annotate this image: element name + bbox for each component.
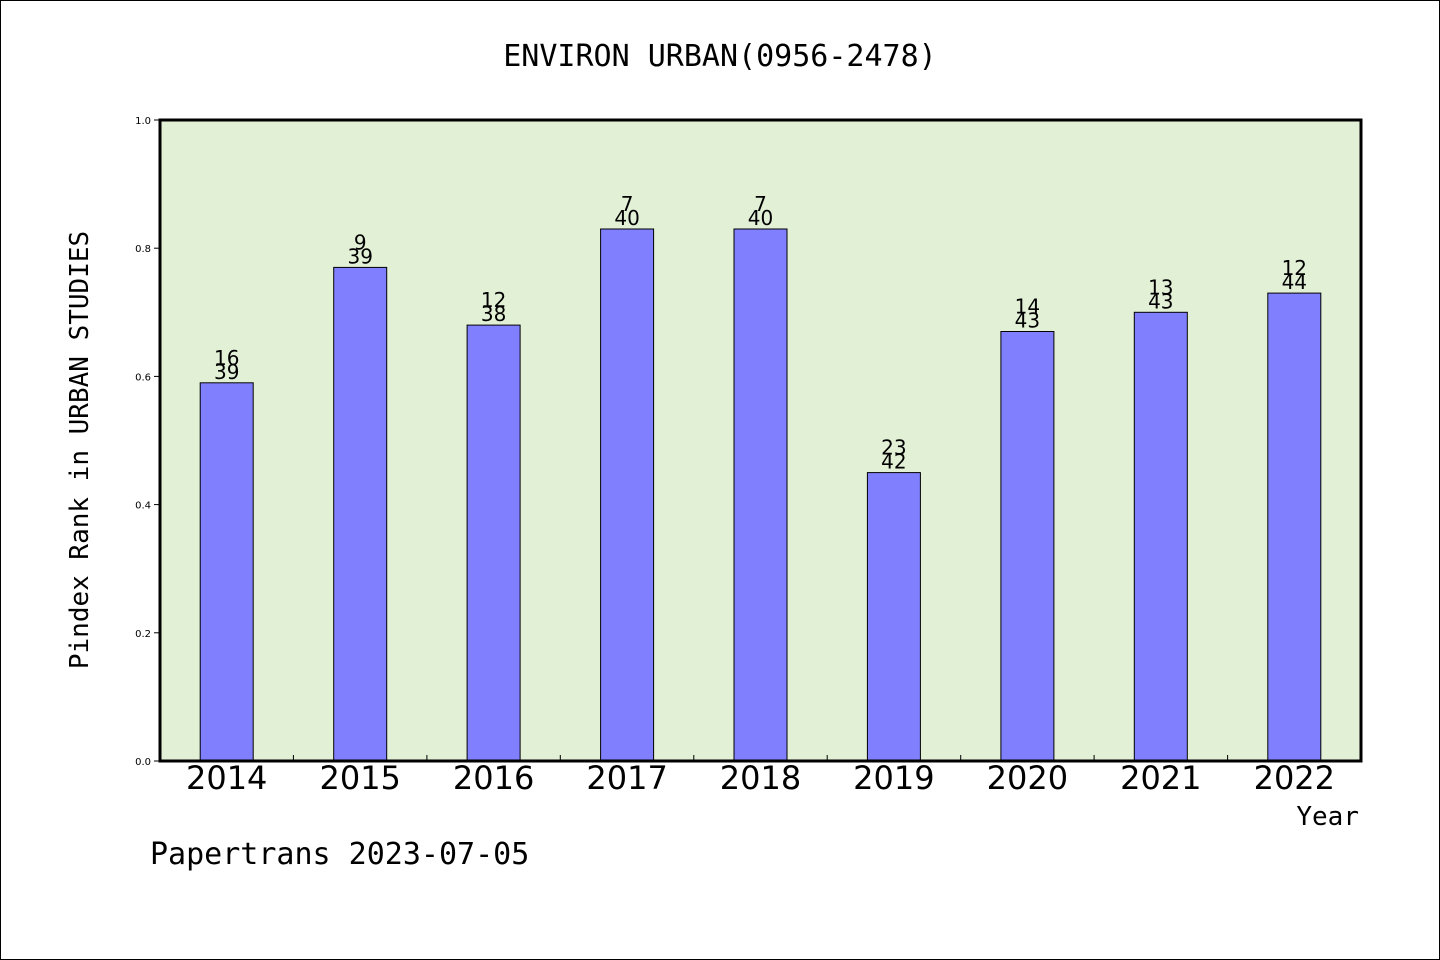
bar-total-label-2018: 40	[748, 206, 773, 230]
bar-total-label-2020: 43	[1015, 309, 1040, 333]
bar-rank-label-2017: 7	[621, 192, 634, 216]
bar-rank-label-2022: 12	[1282, 256, 1307, 280]
y-tick-label: 0.2	[135, 629, 151, 640]
x-tick-label-2014: 2014	[186, 759, 267, 797]
bar-rank-label-2019: 23	[881, 436, 906, 460]
x-tick-label-2022: 2022	[1254, 759, 1335, 797]
bar-total-label-2022: 44	[1282, 270, 1307, 294]
bar-total-label-2014: 39	[214, 360, 239, 384]
y-tick-label: 0.4	[135, 501, 151, 512]
plot-border	[158, 118, 1363, 763]
bar-2014	[199, 382, 254, 762]
x-tick-label-2016: 2016	[453, 759, 534, 797]
y-tick-label: 0.0	[135, 757, 151, 768]
bar-rank-label-2014: 16	[214, 346, 239, 370]
x-tick-label-2020: 2020	[987, 759, 1068, 797]
x-tick-label-2021: 2021	[1120, 759, 1201, 797]
chart-title: ENVIRON URBAN(0956-2478)	[503, 39, 936, 74]
y-tick-label: 1.0	[135, 116, 151, 127]
y-tick-label: 0.8	[135, 244, 151, 255]
bar-2021	[1133, 311, 1188, 762]
x-tick-label-2018: 2018	[720, 759, 801, 797]
bar-total-label-2015: 39	[347, 244, 372, 268]
bar-2022	[1267, 292, 1322, 762]
bar-rank-label-2021: 13	[1148, 275, 1173, 299]
x-tick-label-2019: 2019	[853, 759, 934, 797]
bar-rank-label-2020: 14	[1015, 295, 1040, 319]
bar-total-label-2017: 40	[614, 206, 639, 230]
bar-2017	[600, 228, 655, 762]
x-tick-label-2017: 2017	[586, 759, 667, 797]
footer-credit: Papertrans 2023-07-05	[150, 837, 529, 872]
x-tick-label-2015: 2015	[319, 759, 400, 797]
bar-rank-label-2018: 7	[754, 192, 767, 216]
bar-total-label-2016: 38	[481, 302, 506, 326]
x-axis-title: Year	[1296, 802, 1359, 832]
bar-total-label-2019: 42	[881, 450, 906, 474]
bar-total-label-2021: 43	[1148, 289, 1173, 313]
bar-2015	[333, 266, 388, 762]
y-axis-title: Pindex Rank in URBAN STUDIES	[65, 231, 95, 669]
bar-2016	[466, 324, 521, 762]
bar-rank-label-2016: 12	[481, 288, 506, 312]
bar-2018	[733, 228, 788, 762]
bar-2020	[1000, 331, 1055, 762]
bar-2019	[866, 472, 921, 762]
y-tick-label: 0.6	[135, 372, 151, 383]
bar-rank-label-2015: 9	[354, 230, 367, 254]
